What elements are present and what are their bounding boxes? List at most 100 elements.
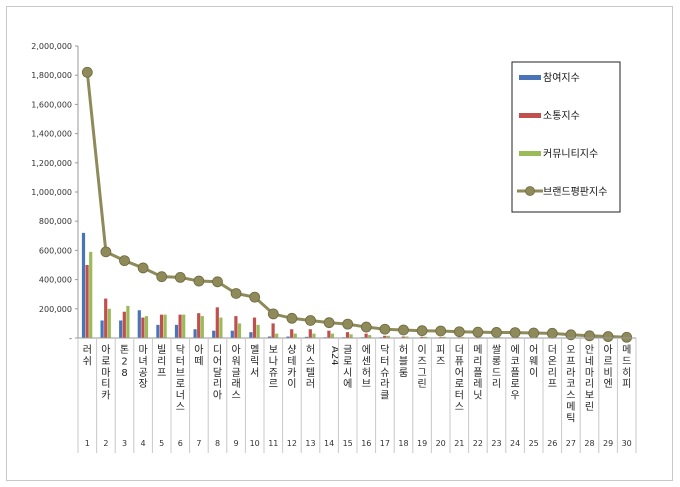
y-tick-label: 200,000	[39, 305, 72, 314]
x-rank-label: 3	[122, 439, 127, 448]
bar-communication	[327, 330, 331, 338]
bar-communication	[178, 314, 182, 338]
y-tick-label: 800,000	[39, 217, 72, 226]
x-rank-label: 1	[85, 439, 90, 448]
x-rank-label: 19	[417, 439, 427, 448]
bar-community	[237, 323, 242, 338]
bar-communication	[308, 329, 312, 338]
bar-series	[81, 232, 632, 338]
x-rank-label: 8	[215, 439, 220, 448]
brand-reputation-point	[174, 272, 186, 283]
bar-communication	[215, 307, 219, 338]
brand-reputation-point	[565, 329, 577, 341]
x-rank-label: 11	[268, 439, 278, 448]
bar-community	[144, 316, 149, 338]
x-rank-label: 7	[196, 439, 201, 448]
brand-reputation-point	[342, 318, 354, 330]
x-rank-label: 28	[584, 439, 594, 448]
bar-participation	[137, 310, 141, 338]
bar-community	[200, 316, 204, 338]
bar-community	[386, 335, 390, 338]
x-rank-label: 26	[547, 439, 557, 448]
bar-communication	[420, 336, 424, 338]
bar-community	[256, 324, 260, 338]
brand-reputation-point	[360, 321, 372, 333]
brand-reputation-point	[81, 66, 93, 78]
x-rank-label: 4	[141, 439, 146, 448]
brand-reputation-point	[267, 308, 279, 320]
bar-participation	[230, 330, 234, 338]
x-rank-label: 13	[305, 439, 315, 448]
x-rank-label: 12	[287, 439, 297, 448]
y-tick-label: 1,000,000	[31, 188, 72, 197]
brand-reputation-point	[546, 327, 558, 339]
legend-swatch-marker	[525, 186, 535, 196]
brand-reputation-point	[305, 315, 316, 326]
bar-communication	[104, 298, 108, 338]
brand-reputation-point	[230, 288, 242, 299]
y-tick-label: 1,800,000	[31, 71, 72, 80]
brand-reputation-point	[509, 327, 521, 338]
y-tick-label: 1,400,000	[31, 130, 72, 139]
brand-reputation-point	[435, 325, 447, 337]
brand-reputation-point	[156, 271, 168, 283]
bar-community	[182, 314, 186, 338]
bar-participation	[305, 336, 309, 338]
line-series	[81, 66, 633, 343]
bar-community	[330, 333, 335, 338]
brand-reputation-point	[472, 326, 484, 338]
y-tick-label: 400,000	[39, 276, 72, 285]
x-rank-label: 9	[234, 439, 239, 448]
bar-participation	[286, 336, 290, 338]
y-tick-label: 1,200,000	[31, 159, 72, 168]
bar-communication	[141, 317, 145, 338]
bar-participation	[267, 336, 272, 338]
brand-reputation-point	[137, 262, 149, 274]
bar-community	[349, 334, 353, 338]
brand-reputation-point	[602, 331, 614, 342]
bar-communication	[383, 335, 387, 338]
brand-reputation-point	[621, 331, 633, 343]
x-rank-label: 6	[178, 439, 183, 448]
x-rank-label: 21	[454, 439, 464, 448]
brand-reputation-point	[249, 291, 261, 303]
bar-community	[368, 335, 372, 338]
x-rank-label: 14	[324, 439, 334, 448]
bar-participation	[212, 330, 216, 338]
legend-swatch	[519, 113, 541, 118]
brand-reputation-point	[100, 246, 112, 258]
bar-participation	[249, 332, 253, 338]
brand-reputation-point	[286, 312, 298, 324]
x-rank-label: 25	[529, 439, 539, 448]
x-rank-label: 20	[436, 439, 446, 448]
brand-reputation-point	[491, 327, 502, 338]
x-rank-label: 15	[343, 439, 353, 448]
bar-communication	[159, 314, 164, 338]
y-tick-label: 2,000,000	[31, 42, 72, 51]
x-rank-label: 24	[510, 439, 520, 448]
legend-label: 커뮤니티지수	[543, 148, 598, 160]
brand-reputation-point	[379, 323, 391, 335]
legend-label: 브랜드평판지수	[543, 186, 607, 198]
